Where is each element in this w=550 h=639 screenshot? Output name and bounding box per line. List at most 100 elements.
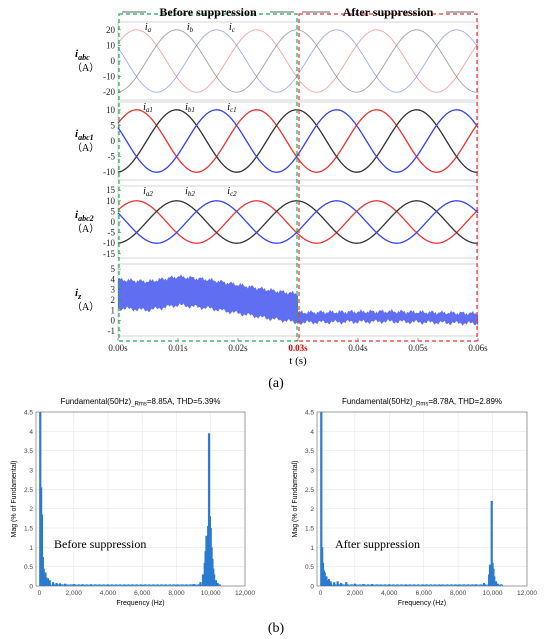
a-xlabel: t (s) (289, 355, 307, 367)
a-after-label: After suppression (343, 5, 434, 19)
b-title: Fundamental(50Hz)_Rms=8.85A, THD=5.39% (60, 397, 220, 408)
a-series-label: ia2 (143, 186, 153, 198)
a-series-label-sub: b1 (188, 106, 195, 114)
a-ylabel-i: i (75, 48, 79, 60)
b-bar (216, 582, 219, 586)
a-series-label-i: i (145, 22, 148, 33)
a-series-label-i: i (143, 102, 146, 113)
b-title-rest: =8.85A, THD=5.39% (147, 397, 221, 406)
b-xtick-label: 10,000 (201, 590, 221, 597)
b-frame (316, 411, 528, 587)
a-ytick-label: 10 (106, 196, 116, 206)
b-xtick-label: 0 (38, 590, 42, 597)
b-xtick-label: 0 (319, 590, 323, 597)
b-bar (326, 580, 329, 586)
a-series-label-i: i (187, 22, 190, 33)
b-ytick-label: 2 (310, 506, 314, 513)
a-ytick-label: -15 (103, 249, 115, 259)
a-phase-line (117, 29, 479, 93)
panel-a-waveforms: 0.00s 0.01s 0.02s 0.03s 0.04s 0.05s 0.06s t (s)… (72, 5, 488, 367)
b-ytick-label: 3.5 (305, 448, 314, 455)
a-ylabel-unit: （A） (72, 62, 99, 74)
a-ytick-label: 15 (106, 185, 116, 195)
a-ylabel-sub: abc (78, 53, 90, 62)
b-title-sub: _Rms (130, 402, 147, 408)
b-xlabel: Frequency (Hz) (116, 600, 164, 607)
a-ytick-label: 3 (111, 285, 116, 295)
a-phase-line (117, 29, 479, 93)
b-title: Fundamental(50Hz)_Rms=8.78A, THD=2.89% (342, 397, 502, 408)
a-series-label: ic1 (227, 102, 236, 114)
a-ylabel: iabc2 (75, 209, 94, 223)
panel-b-spectrum-before: 0 0.5 1 1.5 2 2.5 3 3.5 4 4.5 0 2,000 4,000 6,000 8,00… (11, 397, 255, 607)
b-frame (35, 411, 246, 587)
b-xtick-label: 6,000 (134, 590, 151, 597)
caption-b: (b) (268, 621, 285, 636)
a-ylabel-i: i (75, 209, 79, 221)
a-ylabel: iabc1 (75, 128, 94, 142)
a-ytick-label: 5 (111, 264, 116, 274)
a-ytick-label: 10 (106, 105, 116, 115)
a-series-label-sub: a2 (146, 190, 154, 198)
a-ylabel: iabc (75, 48, 90, 62)
a-iz-band-before (118, 274, 298, 325)
a-before-label: Before suppression (159, 5, 257, 19)
a-phase-line (117, 200, 479, 244)
a-xtick-label: 0.05s (408, 343, 428, 353)
a-xtick-label: 0.06s (468, 343, 488, 353)
a-ytick-label: -10 (103, 72, 115, 82)
a-subplot-frame (117, 21, 479, 101)
a-ytick-label: 4 (111, 274, 116, 284)
a-ylabel-sub: abc1 (78, 133, 94, 142)
b-bar (345, 582, 348, 586)
b-bar (494, 581, 498, 586)
a-ytick-label: -10 (103, 238, 115, 248)
a-series-label-i: i (227, 186, 230, 197)
a-ylabel: iz (75, 287, 82, 301)
b-ytick-label: 2.5 (24, 487, 33, 494)
b-title-main: Fundamental(50Hz) (60, 397, 131, 406)
a-ytick-label: 2 (111, 295, 116, 305)
a-ytick-label: 10 (106, 40, 116, 50)
a-ylabel-i: i (75, 128, 79, 140)
b-ytick-label: 2 (29, 506, 33, 513)
b-annotation: Before suppression (54, 537, 146, 551)
a-ytick-label: 0 (111, 316, 116, 326)
a-ytick-label: 0 (111, 217, 116, 227)
b-xtick-label: 6,000 (416, 590, 433, 597)
b-annotation: After suppression (335, 537, 420, 551)
b-xtick-label: 12,000 (517, 590, 537, 597)
a-series-label: ia1 (143, 102, 153, 114)
b-title-sub: _Rms (412, 402, 429, 408)
a-ylabel-unit: （A） (72, 142, 99, 154)
b-ytick-label: 0.5 (24, 564, 33, 571)
a-ytick-label: 5 (111, 206, 116, 216)
b-ytick-label: 4.5 (24, 410, 33, 417)
b-bar (46, 578, 50, 586)
a-xtick-label: 0.02s (228, 343, 248, 353)
a-xtick-label: 0.04s (348, 343, 368, 353)
a-ytick-label: 5 (111, 120, 116, 130)
b-title-main: Fundamental(50Hz) (342, 397, 413, 406)
b-ylabel: Mag (% of Fundamental) (292, 460, 299, 537)
a-ylabel-unit: （A） (72, 301, 99, 313)
b-ytick-label: 3 (310, 468, 314, 475)
a-ytick-label: 0 (111, 136, 116, 146)
a-series-label-i: i (185, 102, 188, 113)
b-ytick-label: 1.5 (305, 526, 314, 533)
a-subplot-frame (117, 185, 479, 259)
b-bar (199, 582, 202, 586)
a-subplot-frame (117, 101, 479, 181)
a-phase-line (117, 109, 479, 173)
b-xtick-label: 8,000 (168, 590, 185, 597)
a-series-label-sub: b2 (188, 190, 196, 198)
b-title-rest: =8.78A, THD=2.89% (428, 397, 502, 406)
a-ylabel-sub: z (77, 292, 82, 301)
caption-a: (a) (268, 376, 284, 391)
a-ylabel-unit: （A） (72, 223, 99, 235)
b-ytick-label: 4 (29, 429, 33, 436)
b-ytick-label: 0.5 (305, 564, 314, 571)
